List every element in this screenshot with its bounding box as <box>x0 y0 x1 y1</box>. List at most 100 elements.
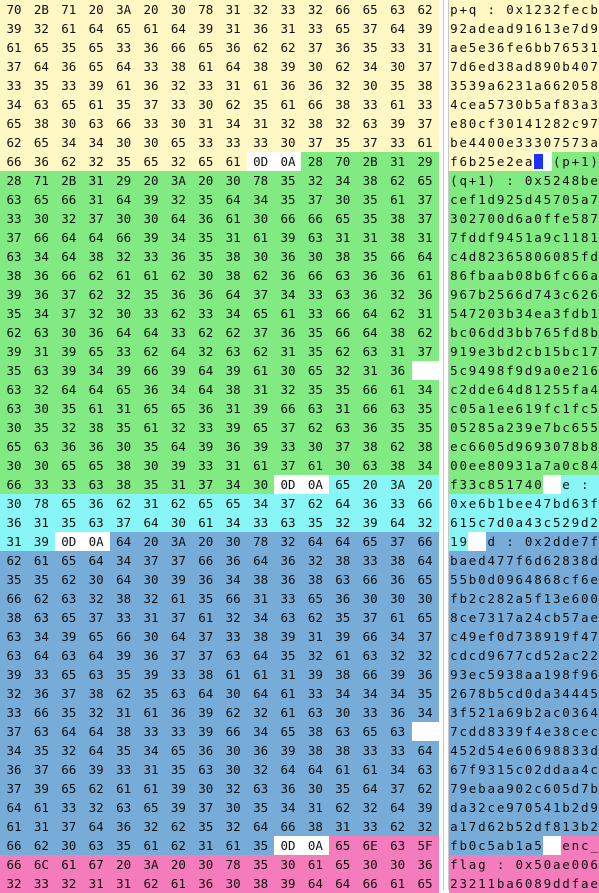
hex-byte[interactable]: 65 <box>328 836 357 855</box>
ascii-char[interactable]: 7 <box>589 342 599 361</box>
hex-byte[interactable]: 36 <box>54 437 83 456</box>
ascii-char[interactable]: 6 <box>570 266 581 285</box>
hex-byte[interactable]: 35 <box>246 836 275 855</box>
ascii-char[interactable]: d <box>505 19 515 38</box>
hex-byte[interactable]: 38 <box>109 475 138 494</box>
ascii-char[interactable]: 5 <box>551 380 562 399</box>
hex-byte[interactable]: 36 <box>27 684 56 703</box>
ascii-char[interactable]: 5 <box>551 342 562 361</box>
hex-byte[interactable]: 37 <box>191 627 220 646</box>
ascii-char[interactable]: b <box>561 57 571 76</box>
hex-byte[interactable]: 33 <box>356 817 385 836</box>
hex-byte[interactable]: 64 <box>328 874 357 893</box>
hex-byte[interactable]: 31 <box>356 228 385 247</box>
ascii-char[interactable]: 4 <box>533 608 543 627</box>
ascii-char[interactable]: 6 <box>458 684 469 703</box>
ascii-char[interactable]: 8 <box>449 266 459 285</box>
ascii-char[interactable]: 6 <box>514 209 525 228</box>
hex-byte[interactable]: 38 <box>383 551 412 570</box>
hex-byte[interactable]: 38 <box>246 874 275 893</box>
hex-byte[interactable]: 62 <box>246 38 275 57</box>
ascii-char[interactable]: d <box>486 570 497 589</box>
hex-byte[interactable]: 37 <box>301 190 330 209</box>
hex-byte[interactable]: 38 <box>301 570 330 589</box>
ascii-char[interactable]: 1 <box>523 19 534 38</box>
ascii-char[interactable]: 7 <box>449 57 459 76</box>
ascii-char[interactable]: e <box>467 456 478 475</box>
ascii-char[interactable]: c <box>533 779 543 798</box>
hex-byte[interactable]: 30 <box>191 779 220 798</box>
ascii-char[interactable]: c <box>570 114 581 133</box>
hex-byte[interactable]: 30 <box>328 456 357 475</box>
ascii-char[interactable]: f <box>570 399 581 418</box>
hex-byte[interactable]: 62 <box>109 494 138 513</box>
ascii-char[interactable]: 8 <box>561 551 571 570</box>
ascii-char[interactable]: 1 <box>477 190 487 209</box>
ascii-char[interactable]: d <box>570 323 581 342</box>
hex-byte[interactable]: 65 <box>137 798 165 817</box>
hex-byte[interactable]: 64 <box>246 646 275 665</box>
hex-byte[interactable]: 65 <box>411 171 439 190</box>
hex-byte[interactable]: 33 <box>191 456 220 475</box>
hex-byte[interactable]: 39 <box>0 665 28 684</box>
hex-byte[interactable]: 31 <box>82 874 111 893</box>
ascii-char[interactable]: 9 <box>467 361 478 380</box>
ascii-char[interactable]: 7 <box>514 627 525 646</box>
hex-byte[interactable]: 30 <box>383 589 412 608</box>
hex-byte[interactable]: 62 <box>301 608 330 627</box>
hex-byte[interactable]: 64 <box>137 323 165 342</box>
hex-byte[interactable]: 30 <box>0 456 28 475</box>
ascii-char[interactable]: 5 <box>570 247 581 266</box>
ascii-char[interactable]: d <box>477 646 487 665</box>
ascii-char[interactable]: 6 <box>561 38 571 57</box>
hex-byte[interactable]: 31 <box>27 513 56 532</box>
ascii-char[interactable] <box>542 152 553 171</box>
hex-byte[interactable]: 33 <box>246 133 275 152</box>
ascii-char[interactable]: 9 <box>514 19 525 38</box>
hex-byte[interactable]: 35 <box>411 418 439 437</box>
ascii-char[interactable]: c <box>449 627 459 646</box>
ascii-char[interactable]: 4 <box>467 133 478 152</box>
hex-byte[interactable]: 30 <box>328 190 357 209</box>
ascii-char[interactable]: 1 <box>495 608 506 627</box>
hex-byte[interactable]: 20 <box>191 171 220 190</box>
hex-byte[interactable]: 32 <box>411 513 439 532</box>
hex-byte[interactable]: 62 <box>54 570 83 589</box>
ascii-char[interactable]: 3 <box>486 608 497 627</box>
ascii-char[interactable]: d <box>486 323 497 342</box>
ascii-char[interactable]: d <box>523 190 534 209</box>
ascii-char[interactable]: 5 <box>467 399 478 418</box>
hex-byte[interactable]: 62 <box>411 0 439 19</box>
hex-byte[interactable]: 30 <box>219 171 248 190</box>
ascii-char[interactable]: a <box>514 589 525 608</box>
ascii-char[interactable]: 6 <box>458 152 469 171</box>
ascii-char[interactable]: 1 <box>523 76 534 95</box>
hex-byte[interactable]: 35 <box>191 247 220 266</box>
hex-byte[interactable]: 36 <box>219 551 248 570</box>
ascii-char[interactable]: 1 <box>514 114 525 133</box>
hex-byte[interactable]: 64 <box>164 437 193 456</box>
ascii-char[interactable]: 3 <box>505 323 515 342</box>
ascii-char[interactable]: 1 <box>542 342 553 361</box>
ascii-char[interactable]: 1 <box>561 399 571 418</box>
ascii-char[interactable]: 5 <box>533 798 543 817</box>
ascii-char[interactable]: a <box>495 418 506 437</box>
ascii-char[interactable]: d <box>589 247 599 266</box>
hex-byte[interactable]: 66 <box>328 323 357 342</box>
ascii-char[interactable]: 7 <box>449 779 459 798</box>
ascii-char[interactable]: 5 <box>495 475 506 494</box>
ascii-char[interactable]: 4 <box>523 570 534 589</box>
ascii-char[interactable]: 0 <box>551 437 562 456</box>
ascii-char[interactable]: f <box>570 665 581 684</box>
hex-byte[interactable]: 39 <box>383 665 412 684</box>
hex-byte[interactable]: 36 <box>137 38 165 57</box>
ascii-char[interactable]: b <box>477 266 487 285</box>
ascii-char[interactable]: 8 <box>551 570 562 589</box>
ascii-char[interactable]: 4 <box>542 285 553 304</box>
hex-byte[interactable]: 32 <box>411 646 439 665</box>
ascii-char[interactable]: 3 <box>514 418 525 437</box>
ascii-char[interactable]: 5 <box>551 513 562 532</box>
hex-byte[interactable]: 64 <box>191 380 220 399</box>
hex-byte[interactable]: 61 <box>137 19 165 38</box>
ascii-char[interactable]: 2 <box>551 646 562 665</box>
